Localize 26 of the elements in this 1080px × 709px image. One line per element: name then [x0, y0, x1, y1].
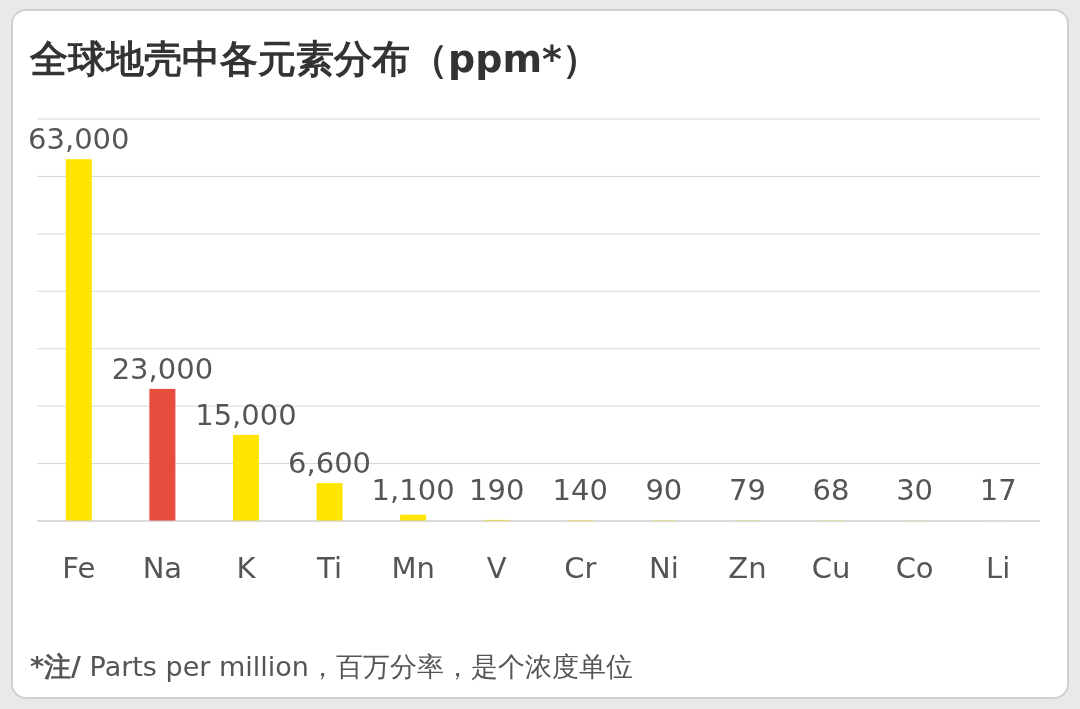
x-tick-label: K	[236, 551, 257, 585]
data-label: 63,000	[28, 122, 130, 157]
x-tick-label: Cr	[564, 551, 597, 585]
x-tick-label: Cu	[811, 551, 851, 585]
data-label: 190	[469, 473, 525, 507]
x-tick-label: Mn	[391, 551, 435, 585]
data-label: 15,000	[195, 397, 297, 432]
data-label: 30	[896, 473, 934, 507]
data-label: 1,100	[371, 473, 455, 507]
chart-title: 全球地壳中各元素分布（ppm*）	[29, 37, 600, 81]
data-label: 79	[729, 473, 766, 507]
data-label: 140	[552, 473, 608, 507]
data-label: 6,600	[288, 446, 372, 481]
x-tick-label: Zn	[728, 551, 767, 585]
data-label: 68	[812, 473, 850, 507]
data-label: 17	[979, 473, 1017, 507]
data-label: 23,000	[111, 351, 214, 386]
x-tick-label: Fe	[62, 551, 96, 585]
text: *注/ Parts per million，百万分率，是个浓度单位	[30, 651, 633, 682]
data-label: 90	[645, 473, 683, 507]
x-tick-label: Li	[986, 551, 1011, 585]
x-tick-label: Ni	[648, 551, 679, 585]
x-tick-label: V	[486, 551, 507, 585]
x-tick-label: Na	[142, 551, 183, 585]
x-tick-label: Co	[895, 551, 934, 585]
x-tick-label: Ti	[316, 551, 342, 585]
